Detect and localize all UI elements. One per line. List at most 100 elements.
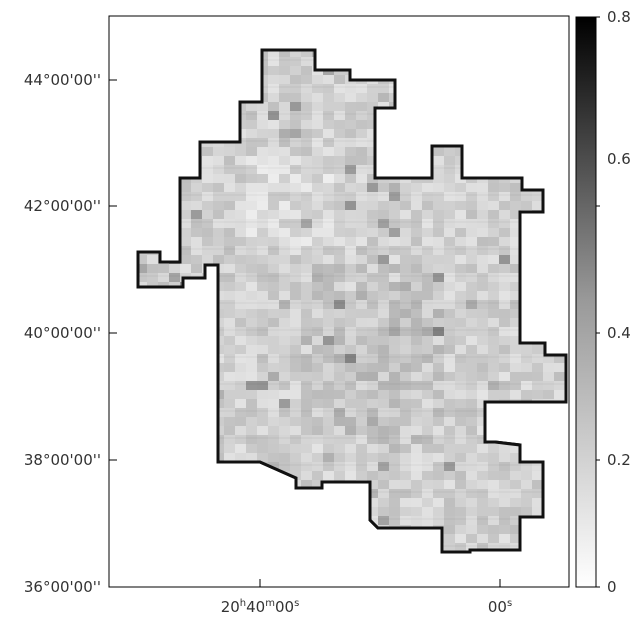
map-tile (301, 120, 312, 129)
map-tile (191, 264, 202, 273)
map-tile (147, 345, 158, 354)
map-tile (180, 336, 191, 345)
map-tile (378, 462, 389, 471)
map-tile (180, 138, 191, 147)
map-tile (235, 228, 246, 237)
map-tile (466, 246, 477, 255)
map-tile (389, 210, 400, 219)
map-tile (312, 300, 323, 309)
map-tile (246, 534, 257, 543)
map-tile (169, 300, 180, 309)
map-tile (323, 192, 334, 201)
map-tile (257, 219, 268, 228)
map-tile (400, 57, 411, 66)
map-tile (246, 489, 257, 498)
map-tile (532, 102, 543, 111)
map-tile (455, 309, 466, 318)
map-tile (312, 507, 323, 516)
map-tile (312, 129, 323, 138)
map-tile (411, 327, 422, 336)
map-tile (411, 50, 422, 57)
map-tile (532, 156, 543, 165)
map-tile (224, 399, 235, 408)
map-tile (345, 291, 356, 300)
map-tile (521, 426, 532, 435)
map-tile (279, 201, 290, 210)
map-tile (444, 453, 455, 462)
map-tile (488, 75, 499, 84)
map-tile (323, 138, 334, 147)
map-tile (279, 192, 290, 201)
map-tile (158, 138, 169, 147)
map-tile (334, 129, 345, 138)
map-tile (499, 345, 510, 354)
map-tile (147, 120, 158, 129)
map-tile (345, 336, 356, 345)
map-tile (433, 453, 444, 462)
map-tile (323, 165, 334, 174)
map-tile (543, 237, 554, 246)
map-tile (268, 309, 279, 318)
map-tile (279, 282, 290, 291)
map-tile (532, 50, 543, 57)
map-tile (334, 417, 345, 426)
map-tile (554, 75, 565, 84)
map-tile (543, 273, 554, 282)
map-tile (455, 471, 466, 480)
map-tile (389, 444, 400, 453)
map-tile (477, 363, 488, 372)
map-tile (158, 390, 169, 399)
map-tile (389, 219, 400, 228)
map-tile (400, 453, 411, 462)
map-tile (312, 273, 323, 282)
map-tile (268, 399, 279, 408)
map-tile (367, 507, 378, 516)
map-tile (488, 552, 499, 561)
y-tick-label: 40°00'00'' (24, 324, 101, 342)
map-tile (477, 417, 488, 426)
map-tile (433, 327, 444, 336)
map-tile (433, 435, 444, 444)
map-tile (246, 264, 257, 273)
map-tile (367, 471, 378, 480)
map-tile (202, 174, 213, 183)
map-tile (411, 165, 422, 174)
map-tile (345, 120, 356, 129)
map-tile (477, 336, 488, 345)
map-tile (147, 444, 158, 453)
map-tile (312, 489, 323, 498)
map-tile (213, 174, 224, 183)
map-tile (488, 462, 499, 471)
map-tile (367, 381, 378, 390)
map-tile (334, 75, 345, 84)
map-tile (543, 462, 554, 471)
map-tile (312, 363, 323, 372)
map-tile (433, 102, 444, 111)
map-tile (323, 147, 334, 156)
map-tile (246, 201, 257, 210)
map-tile (477, 534, 488, 543)
map-tile (455, 399, 466, 408)
map-tile (444, 273, 455, 282)
map-tile (488, 255, 499, 264)
map-tile (543, 552, 554, 561)
map-tile (455, 84, 466, 93)
map-tile (411, 111, 422, 120)
map-tile (246, 336, 257, 345)
map-tile (565, 327, 566, 336)
colorbar-tick-label: 0 (607, 578, 617, 596)
map-tile (323, 201, 334, 210)
map-tile (301, 534, 312, 543)
map-tile (279, 147, 290, 156)
map-tile (290, 381, 301, 390)
map-tile (334, 93, 345, 102)
map-tile (422, 471, 433, 480)
map-tile (444, 129, 455, 138)
map-tile (345, 219, 356, 228)
map-tile (279, 417, 290, 426)
map-tile (246, 444, 257, 453)
map-tile (224, 390, 235, 399)
map-tile (510, 300, 521, 309)
map-tile (279, 507, 290, 516)
map-tile (345, 84, 356, 93)
